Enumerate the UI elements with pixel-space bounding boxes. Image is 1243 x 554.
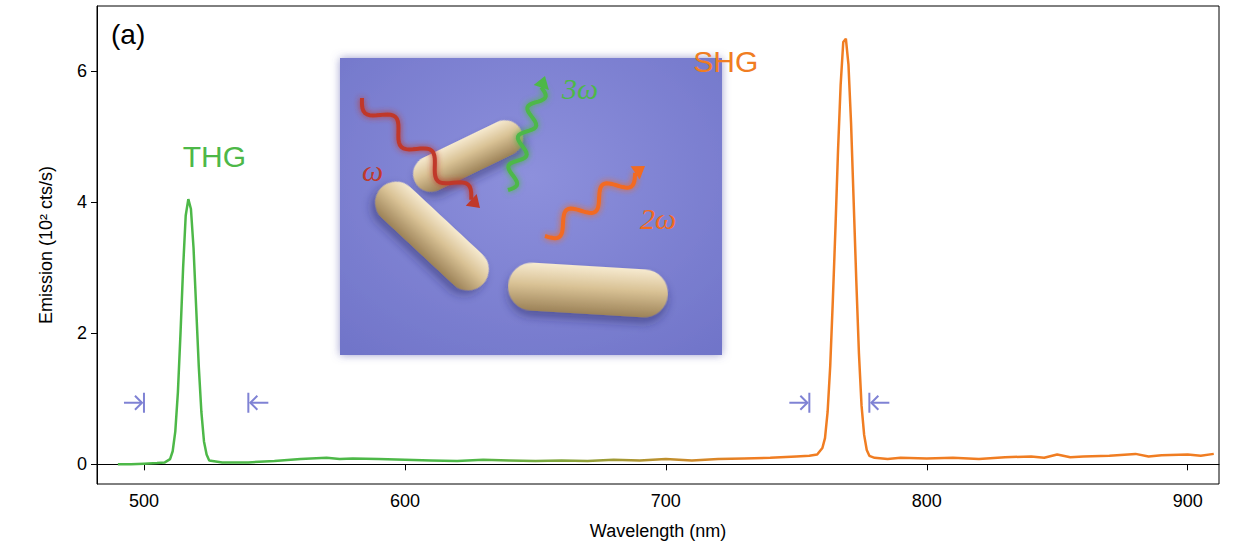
svg-text:2: 2 — [77, 323, 87, 343]
svg-text:Emission (10² cts/s): Emission (10² cts/s) — [36, 166, 56, 324]
svg-text:(a): (a) — [111, 19, 145, 50]
svg-text:THG: THG — [183, 140, 246, 173]
svg-text:500: 500 — [129, 491, 159, 511]
svg-text:SHG: SHG — [693, 45, 758, 78]
svg-text:0: 0 — [77, 454, 87, 474]
svg-text:4: 4 — [77, 192, 87, 212]
svg-text:3ω: 3ω — [561, 72, 598, 105]
svg-text:ω: ω — [362, 154, 383, 187]
svg-text:Wavelength (nm): Wavelength (nm) — [590, 521, 726, 541]
svg-text:700: 700 — [651, 491, 681, 511]
svg-text:2ω: 2ω — [640, 202, 676, 235]
svg-text:600: 600 — [390, 491, 420, 511]
svg-text:800: 800 — [912, 491, 942, 511]
svg-text:900: 900 — [1173, 491, 1203, 511]
svg-text:6: 6 — [77, 61, 87, 81]
